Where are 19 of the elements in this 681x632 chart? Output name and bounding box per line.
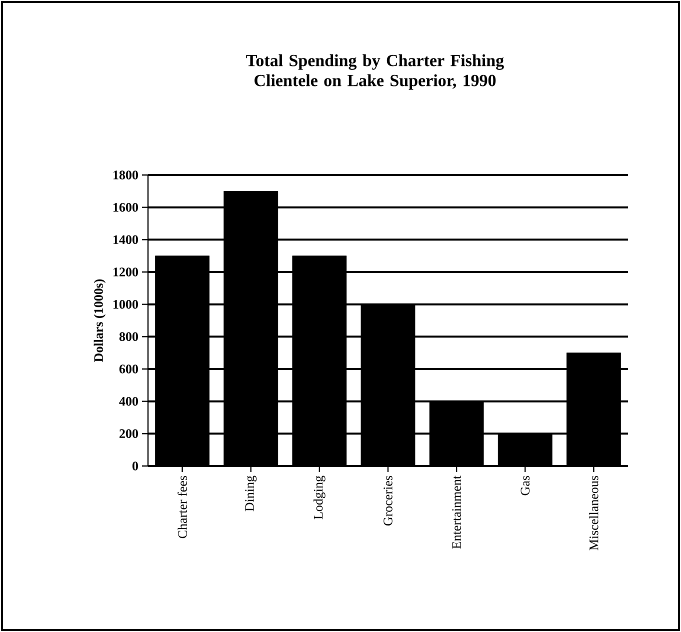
x-tick-label: Dining xyxy=(245,476,257,512)
x-tick-label: Groceries xyxy=(384,476,392,526)
y-tick-label: 400 xyxy=(119,396,138,406)
x-tick-label: Charter fees xyxy=(178,476,187,538)
x-tick-label: Miscellaneous xyxy=(589,476,598,550)
y-tick-label: 800 xyxy=(119,332,138,342)
y-tick-label: 1000 xyxy=(114,300,138,309)
x-tick-label: Lodging xyxy=(314,476,326,520)
x-tick-label: Gas xyxy=(520,476,530,496)
y-tick-label: 0 xyxy=(132,462,138,470)
y-tick-label: 1200 xyxy=(114,268,138,276)
y-tick-label: 1400 xyxy=(114,235,138,244)
y-tick-label: 600 xyxy=(119,364,138,374)
x-tick-label: Entertainment xyxy=(452,476,461,549)
y-tick-label: 1600 xyxy=(114,202,138,212)
y-axis-title: Dollars (1000s) xyxy=(94,279,106,362)
chart-title: Total Spending by Charter Fishing Clientele on Lake Superior, 1990 xyxy=(246,54,504,90)
y-tick-label: 200 xyxy=(120,429,138,438)
y-tick-label: 1800 xyxy=(114,170,138,180)
